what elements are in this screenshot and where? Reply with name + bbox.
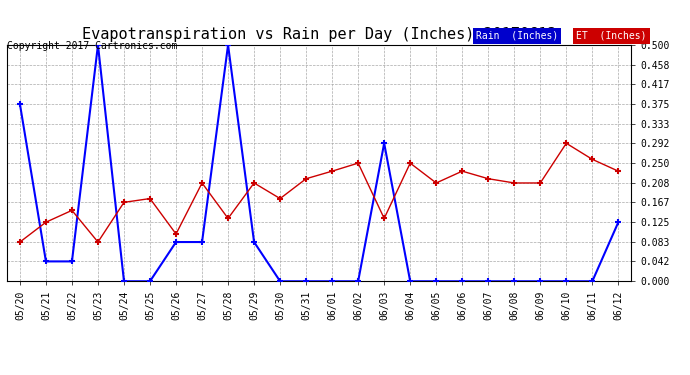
Text: Rain  (Inches): Rain (Inches) xyxy=(476,31,558,40)
Title: Evapotranspiration vs Rain per Day (Inches) 20170613: Evapotranspiration vs Rain per Day (Inch… xyxy=(82,27,556,42)
Text: Copyright 2017 Cartronics.com: Copyright 2017 Cartronics.com xyxy=(7,41,177,51)
Text: ET  (Inches): ET (Inches) xyxy=(576,31,647,40)
